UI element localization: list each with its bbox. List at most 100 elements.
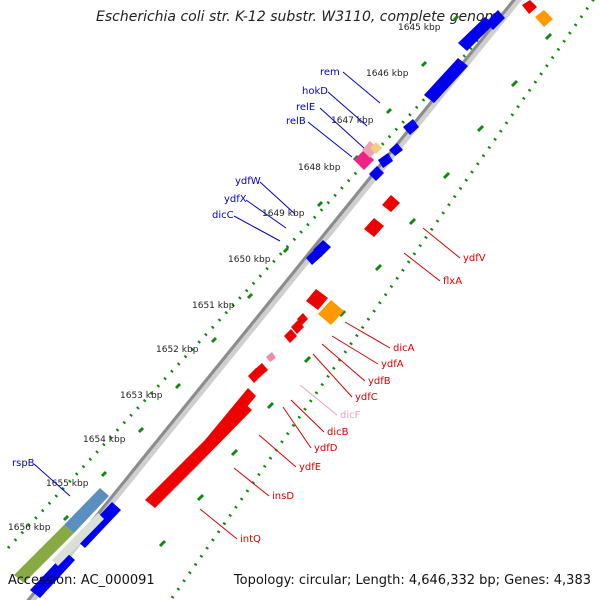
label-leader-line — [312, 353, 353, 398]
tick-labels: 1645 kbp 1646 kbp 1647 kbp 1648 kbp 1649 kbp… — [8, 23, 441, 533]
label-leader-line — [319, 107, 365, 149]
gene-label-ydfX[interactable]: ydfX — [224, 194, 247, 205]
gene-arrow-forward[interactable] — [30, 552, 75, 598]
tick-label: 1653 kbp — [120, 391, 163, 401]
tick-mark — [230, 448, 239, 457]
tick-mark — [210, 336, 218, 344]
gene-arrow-reverse[interactable] — [297, 313, 308, 325]
gene-label-relB[interactable]: relB — [286, 116, 306, 127]
tick-mark — [100, 470, 108, 478]
tick-mark — [282, 246, 290, 254]
gene-block-light[interactable] — [52, 513, 104, 566]
label-leader-line — [199, 508, 238, 540]
gene-arrow-reverse[interactable] — [382, 195, 400, 212]
forward-genes — [14, 10, 505, 598]
label-leader-line — [331, 335, 379, 365]
gene-arrow-forward[interactable] — [458, 17, 494, 51]
tick-mark — [316, 200, 324, 208]
gene-label-insD[interactable]: insD — [272, 491, 294, 502]
gene-block-orange[interactable] — [535, 10, 553, 27]
gene-label-ydfB[interactable]: ydfB — [368, 376, 391, 387]
tick-mark — [510, 79, 519, 88]
label-leader-line — [290, 399, 325, 433]
gene-block-steel[interactable] — [64, 488, 109, 533]
gene-label-ydfE[interactable]: ydfE — [299, 462, 321, 473]
gene-label-dicF[interactable]: dicF — [340, 410, 361, 421]
label-leader-line — [233, 215, 281, 242]
label-leader-line — [299, 384, 338, 416]
tick-mark — [544, 32, 553, 41]
gene-arrow-forward[interactable] — [486, 10, 505, 30]
gene-arrow-reverse[interactable] — [284, 329, 297, 343]
gene-arrow-reverse[interactable] — [254, 363, 268, 377]
gene-label-ydfV[interactable]: ydfV — [463, 253, 486, 264]
gene-label-rem[interactable]: rem — [320, 67, 340, 78]
tick-mark — [385, 107, 393, 115]
tick-label: 1651 kbp — [192, 301, 235, 311]
tick-label: 1647 kbp — [331, 116, 374, 126]
gene-label-dicB[interactable]: dicB — [327, 427, 349, 438]
gene-label-hokD[interactable]: hokD — [302, 86, 328, 97]
label-leader-line — [245, 199, 287, 229]
gene-arrow-reverse[interactable] — [522, 0, 537, 14]
tick-label: 1652 kbp — [156, 345, 199, 355]
gene-arrow-forward[interactable] — [378, 153, 393, 168]
genome-title: Escherichia coli str. K-12 substr. W3110… — [96, 9, 507, 25]
tick-label: 1655 kbp — [46, 479, 89, 489]
label-leader-line — [307, 121, 353, 158]
tick-mark — [338, 309, 347, 318]
gene-arrow-forward[interactable] — [403, 119, 419, 135]
tick-mark — [374, 263, 383, 272]
label-leader-line — [258, 434, 297, 468]
tick-label: 1648 kbp — [298, 163, 341, 173]
reverse-gene-labels: ydfV flxA dicA ydfA ydfB ydfC dicF dicB ydfD ydfE… — [199, 227, 486, 545]
inner-dot-track — [170, 0, 596, 599]
gene-label-dicC[interactable]: dicC — [212, 210, 234, 221]
gene-arrow-forward[interactable] — [389, 143, 403, 156]
tick-mark — [196, 493, 205, 502]
gene-label-relE[interactable]: relE — [296, 102, 315, 113]
gene-arrow-ncrna[interactable] — [266, 352, 276, 362]
tick-mark — [174, 382, 182, 390]
gene-block-orange[interactable] — [318, 300, 344, 325]
gene-block-green[interactable] — [14, 525, 74, 583]
label-leader-line — [344, 321, 391, 349]
tick-mark — [62, 514, 70, 522]
tick-mark — [158, 539, 167, 548]
tick-label: 1656 kbp — [8, 523, 51, 533]
gene-label-dicA[interactable]: dicA — [393, 343, 415, 354]
gene-label-ydfA[interactable]: ydfA — [381, 359, 404, 370]
tick-label: 1645 kbp — [398, 23, 441, 33]
gene-arrow-forward[interactable] — [424, 58, 468, 103]
forward-gene-labels: rem hokD relE relB ydfW ydfX dicC rspB — [12, 67, 381, 497]
genome-summary: Topology: circular; Length: 4,646,332 bp… — [233, 573, 591, 588]
reverse-tick-marks — [158, 32, 553, 548]
gene-arrow-reverse[interactable] — [306, 289, 328, 310]
tick-mark — [137, 426, 145, 434]
label-leader-line — [233, 467, 270, 497]
label-leader-line — [342, 71, 381, 104]
gene-arrow-forward[interactable] — [76, 502, 121, 548]
gene-label-ydfW[interactable]: ydfW — [235, 176, 261, 187]
gene-label-ydfC[interactable]: ydfC — [355, 392, 378, 403]
gene-label-flxA[interactable]: flxA — [443, 276, 462, 287]
gene-block-tan[interactable] — [370, 142, 382, 154]
gene-arrow-forward[interactable] — [306, 248, 322, 265]
label-leader-line — [403, 252, 441, 282]
label-leader-line — [259, 181, 296, 215]
reverse-genes — [145, 0, 553, 508]
gene-arrow-reverse[interactable] — [145, 455, 200, 508]
label-leader-line — [321, 343, 366, 382]
tick-mark — [452, 14, 460, 22]
gene-arrow-reverse[interactable] — [205, 388, 256, 448]
tick-label: 1654 kbp — [83, 435, 126, 445]
tick-mark — [266, 401, 275, 410]
gene-label-intQ[interactable]: intQ — [240, 534, 261, 545]
gene-arrow-reverse[interactable] — [364, 218, 384, 237]
gene-label-rspB[interactable]: rspB — [12, 458, 35, 469]
gene-label-ydfD[interactable]: ydfD — [314, 443, 338, 454]
tick-label: 1649 kbp — [262, 209, 305, 219]
gene-arrow-forward[interactable] — [369, 166, 384, 181]
